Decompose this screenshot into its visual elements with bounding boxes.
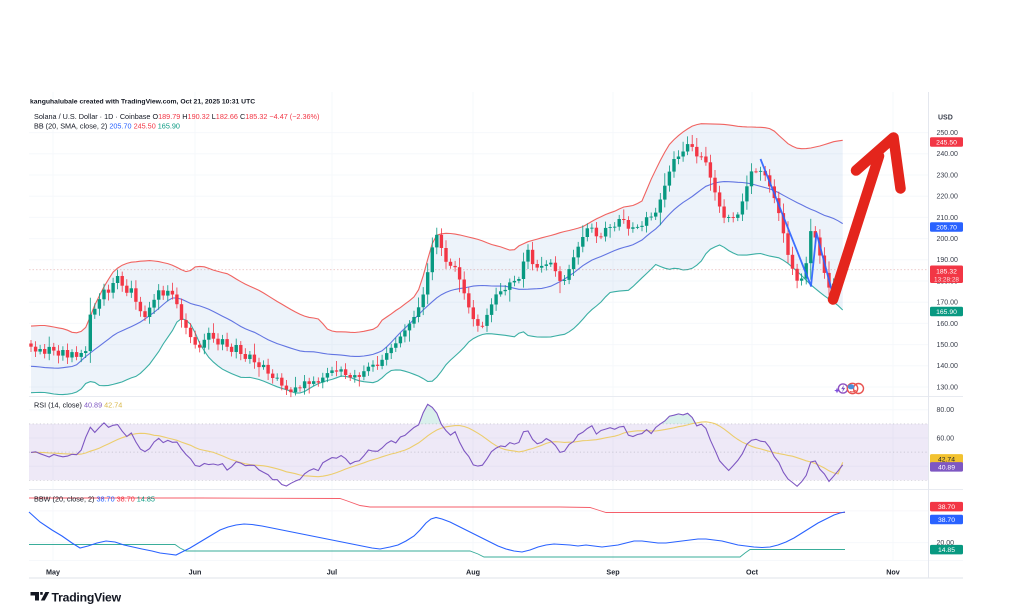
svg-text:38.70: 38.70: [938, 517, 955, 524]
svg-text:20.00: 20.00: [937, 540, 955, 547]
svg-text:250.00: 250.00: [937, 130, 959, 137]
svg-text:RSI (14, close) 40.89 42.74: RSI (14, close) 40.89 42.74: [34, 401, 122, 410]
svg-text:200.00: 200.00: [937, 236, 959, 243]
svg-text:240.00: 240.00: [937, 151, 959, 158]
svg-text:kanguhalubale created with Tra: kanguhalubale created with TradingView.c…: [30, 99, 255, 106]
svg-text:130.00: 130.00: [937, 384, 959, 391]
svg-text:60.00: 60.00: [937, 435, 955, 442]
svg-text:14.85: 14.85: [938, 547, 955, 554]
svg-text:Solana / U.S. Dollar · 1D · Co: Solana / U.S. Dollar · 1D · Coinbase O18…: [34, 112, 319, 121]
svg-text:245.50: 245.50: [936, 140, 957, 147]
svg-text:205.70: 205.70: [936, 224, 957, 231]
svg-text:TradingView: TradingView: [52, 591, 122, 605]
svg-text:220.00: 220.00: [937, 194, 959, 201]
svg-text:Oct: Oct: [746, 568, 759, 577]
svg-text:190.00: 190.00: [937, 257, 959, 264]
svg-text:185.32: 185.32: [936, 269, 957, 276]
svg-text:Jul: Jul: [327, 568, 337, 577]
svg-text:USD: USD: [938, 114, 953, 121]
svg-text:210.00: 210.00: [937, 215, 959, 222]
svg-text:40.89: 40.89: [938, 464, 955, 471]
svg-text:13:28:28: 13:28:28: [934, 276, 959, 283]
svg-text:BB (20, SMA, close, 2) 205.70: BB (20, SMA, close, 2) 205.70 245.50 165…: [34, 122, 180, 131]
svg-text:Nov: Nov: [886, 568, 900, 577]
svg-text:140.00: 140.00: [937, 363, 959, 370]
svg-text:80.00: 80.00: [937, 407, 955, 414]
svg-text:165.90: 165.90: [936, 309, 957, 316]
svg-text:42.74: 42.74: [938, 456, 955, 463]
svg-text:Jun: Jun: [189, 568, 202, 577]
svg-text:Sep: Sep: [606, 568, 620, 577]
svg-text:May: May: [46, 568, 60, 577]
svg-text:BBW (20, close, 2) 38.70 38.70: BBW (20, close, 2) 38.70 38.70 14.85: [34, 495, 155, 504]
svg-text:230.00: 230.00: [937, 172, 959, 179]
svg-text:Aug: Aug: [466, 568, 480, 577]
svg-text:170.00: 170.00: [937, 300, 959, 307]
svg-text:160.00: 160.00: [937, 321, 959, 328]
svg-text:38.70: 38.70: [938, 504, 955, 511]
svg-text:150.00: 150.00: [937, 342, 959, 349]
